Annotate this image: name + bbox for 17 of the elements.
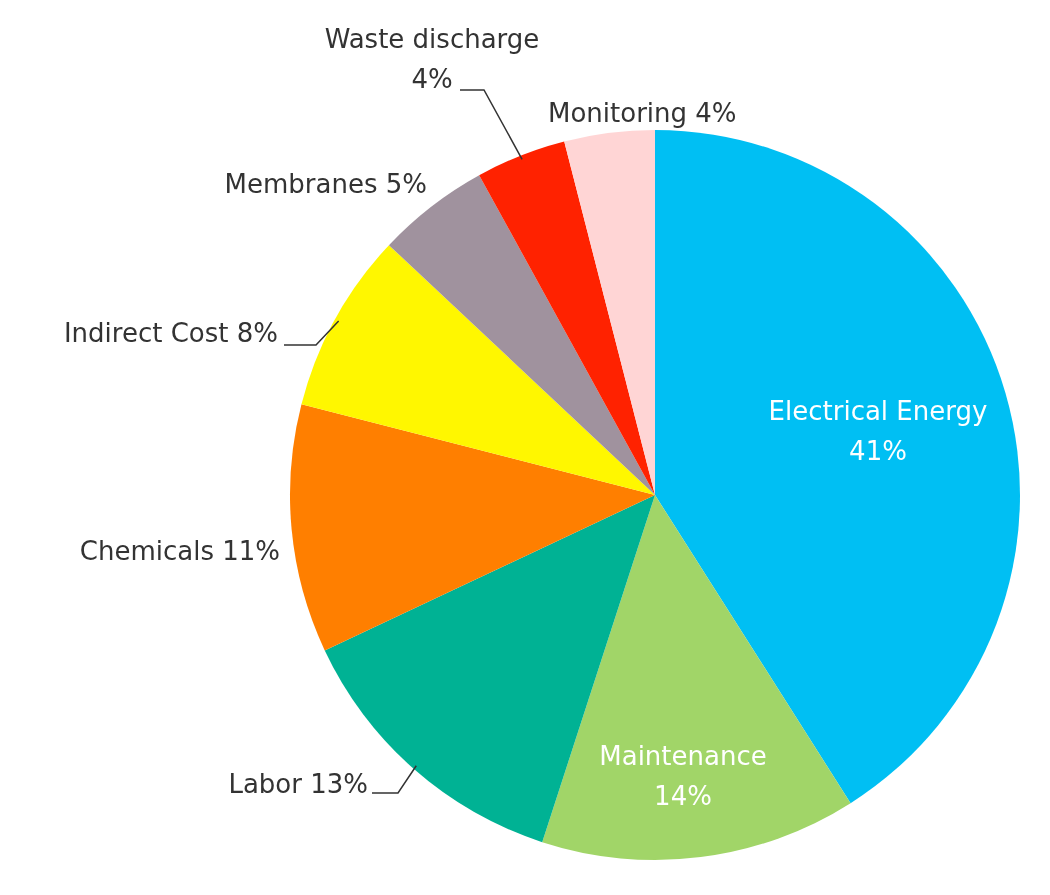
- pie-slice: [301, 245, 655, 495]
- slice-label: Monitoring 4%: [548, 98, 737, 128]
- slice-label: Chemicals 11%: [79, 536, 280, 566]
- pie-slice: [542, 495, 851, 860]
- pie-slice: [564, 130, 655, 495]
- slice-label: Maintenance: [599, 741, 767, 771]
- slice-label: Labor 13%: [228, 769, 368, 799]
- slice-label: Indirect Cost 8%: [63, 318, 278, 348]
- data-label: 14%: [654, 781, 712, 811]
- data-label: 4%: [411, 64, 453, 94]
- slice-label: Membranes 5%: [224, 169, 427, 199]
- data-label: 41%: [849, 436, 907, 466]
- pie-slice: [388, 175, 655, 495]
- slice-label: Electrical Energy: [768, 396, 988, 426]
- pie-slice: [479, 141, 655, 495]
- pie-slice: [290, 404, 655, 651]
- slice-label: Waste discharge: [324, 24, 540, 54]
